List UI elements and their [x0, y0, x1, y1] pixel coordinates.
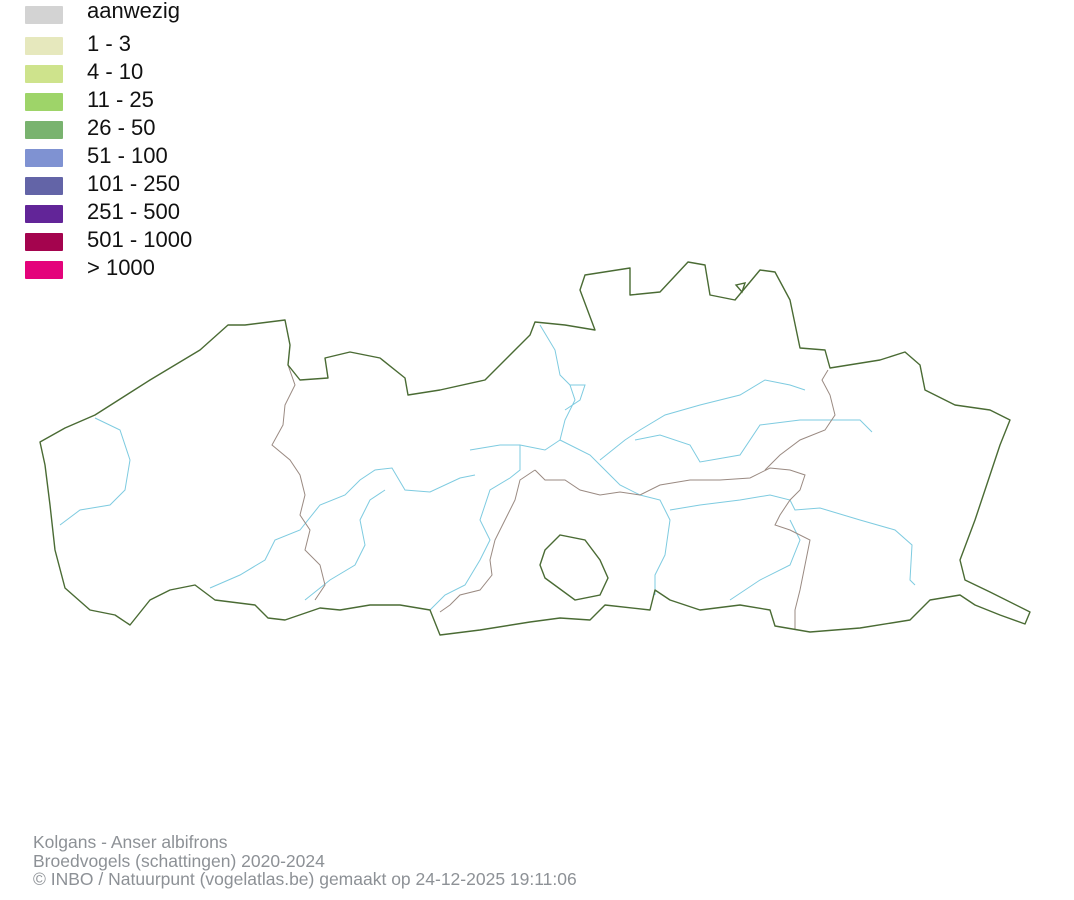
river — [599, 379, 806, 461]
legend-swatch — [25, 177, 63, 195]
legend-label: 501 - 1000 — [87, 227, 193, 252]
legend-item: aanwezig — [25, 0, 285, 28]
legend-item: 51 - 100 — [25, 143, 285, 171]
legend-label: 26 - 50 — [87, 115, 156, 140]
legend-swatch — [25, 261, 63, 279]
river — [559, 439, 671, 595]
province-border — [534, 467, 811, 630]
legend-swatch — [25, 37, 63, 55]
dataset-name: Broedvogels (schattingen) 2020-2024 — [33, 850, 325, 871]
river — [59, 417, 131, 526]
legend-swatch — [25, 149, 63, 167]
legend-swatch — [25, 205, 63, 223]
river — [669, 494, 916, 586]
legend-swatch — [25, 65, 63, 83]
legend-label: aanwezig — [87, 0, 180, 23]
river — [539, 324, 571, 386]
legend-swatch — [25, 233, 63, 251]
legend-label: 4 - 10 — [87, 59, 144, 84]
legend-item: 101 - 250 — [25, 171, 285, 199]
legend-item: 251 - 500 — [25, 199, 285, 227]
river — [634, 419, 873, 463]
river — [304, 489, 386, 601]
legend-item: 26 - 50 — [25, 115, 285, 143]
province-border — [439, 469, 536, 613]
province-border — [764, 369, 836, 471]
river — [469, 444, 520, 451]
legend-label: 11 - 25 — [87, 87, 154, 112]
flanders-outline — [39, 261, 1031, 636]
map-caption: Kolgans - Anser albifrons Broedvogels (s… — [33, 833, 577, 889]
legend-item: 11 - 25 — [25, 87, 285, 115]
island-outline — [734, 282, 747, 294]
river — [729, 519, 801, 601]
species-name: Kolgans - Anser albifrons — [33, 832, 228, 852]
province-border — [271, 364, 326, 601]
river — [209, 467, 476, 589]
legend-label: 251 - 500 — [87, 199, 180, 224]
legend-swatch — [25, 93, 63, 111]
legend-item: 501 - 1000 — [25, 227, 285, 255]
legend-label: 51 - 100 — [87, 143, 168, 168]
legend-label: 1 - 3 — [87, 31, 132, 56]
legend-label: > 1000 — [87, 255, 155, 280]
legend-label: 101 - 250 — [87, 171, 180, 196]
legend-swatch — [25, 121, 63, 139]
legend-item: > 1000 — [25, 255, 285, 283]
legend-item: 4 - 10 — [25, 59, 285, 87]
enclave-outline — [539, 534, 609, 601]
legend-swatch — [25, 6, 63, 24]
river — [429, 384, 586, 611]
legend-item: 1 - 3 — [25, 31, 285, 59]
credits: © INBO / Natuurpunt (vogelatlas.be) gema… — [33, 869, 577, 889]
